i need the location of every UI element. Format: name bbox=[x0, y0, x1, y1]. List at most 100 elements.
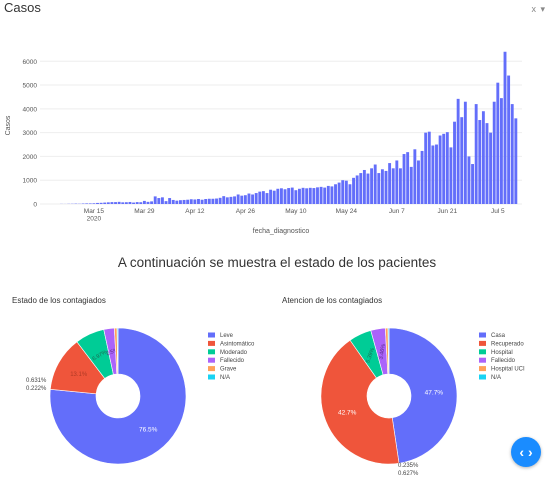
bar[interactable] bbox=[247, 193, 251, 204]
bar[interactable] bbox=[485, 123, 489, 204]
bar[interactable] bbox=[243, 195, 247, 204]
legend-label[interactable]: N/A bbox=[491, 375, 501, 381]
bar[interactable] bbox=[301, 187, 305, 204]
bar[interactable] bbox=[492, 101, 496, 204]
bar[interactable] bbox=[153, 196, 157, 204]
bar[interactable] bbox=[481, 111, 485, 204]
legend-label[interactable]: Moderado bbox=[220, 350, 248, 356]
bar[interactable] bbox=[229, 196, 233, 204]
legend-label[interactable]: N/A bbox=[220, 375, 230, 381]
bar[interactable] bbox=[236, 194, 240, 204]
bar[interactable] bbox=[435, 144, 438, 204]
bar[interactable] bbox=[424, 132, 428, 204]
legend-label[interactable]: Casa bbox=[491, 333, 506, 339]
bar[interactable] bbox=[251, 194, 255, 204]
bar[interactable] bbox=[157, 198, 161, 204]
bar[interactable] bbox=[197, 199, 200, 204]
bar[interactable] bbox=[193, 199, 197, 204]
bar[interactable] bbox=[478, 120, 482, 204]
pie-slice[interactable] bbox=[388, 327, 458, 464]
bar[interactable] bbox=[384, 170, 388, 204]
bar[interactable] bbox=[442, 133, 446, 204]
bar[interactable] bbox=[85, 203, 89, 204]
bar[interactable] bbox=[106, 202, 110, 204]
bar[interactable] bbox=[323, 187, 327, 204]
bar[interactable] bbox=[453, 121, 456, 204]
pie-slice[interactable] bbox=[387, 327, 390, 375]
bar[interactable] bbox=[431, 145, 435, 204]
bar[interactable] bbox=[287, 188, 291, 204]
bar[interactable] bbox=[117, 201, 121, 204]
bar[interactable] bbox=[265, 193, 269, 204]
bar[interactable] bbox=[380, 169, 384, 204]
legend-swatch[interactable] bbox=[208, 332, 215, 338]
bar[interactable] bbox=[269, 189, 273, 204]
bar[interactable] bbox=[96, 202, 99, 204]
bar[interactable] bbox=[445, 132, 449, 204]
legend-swatch[interactable] bbox=[208, 374, 215, 380]
legend-label[interactable]: Hospital UCI bbox=[491, 367, 525, 373]
bar[interactable] bbox=[406, 152, 410, 204]
bar[interactable] bbox=[99, 202, 103, 204]
legend-swatch[interactable] bbox=[479, 357, 486, 363]
bar[interactable] bbox=[319, 186, 323, 204]
legend-label[interactable]: Fallecido bbox=[491, 358, 516, 364]
bar[interactable] bbox=[348, 184, 352, 204]
bar[interactable] bbox=[218, 197, 222, 204]
bar[interactable] bbox=[92, 203, 96, 204]
bar[interactable] bbox=[305, 188, 309, 204]
bar[interactable] bbox=[312, 188, 316, 204]
bar[interactable] bbox=[233, 196, 236, 204]
bar[interactable] bbox=[334, 184, 337, 204]
legend-label[interactable]: Hospital bbox=[491, 350, 513, 356]
bar[interactable] bbox=[279, 188, 283, 204]
pie-slice[interactable] bbox=[49, 327, 187, 465]
pie-slice[interactable] bbox=[320, 339, 400, 465]
bar[interactable] bbox=[88, 203, 92, 204]
bar[interactable] bbox=[514, 118, 518, 204]
bar[interactable] bbox=[215, 198, 218, 204]
bar[interactable] bbox=[398, 168, 402, 204]
bar[interactable] bbox=[438, 135, 442, 204]
bar[interactable] bbox=[135, 202, 139, 204]
bar[interactable] bbox=[420, 150, 424, 204]
bar[interactable] bbox=[171, 199, 175, 204]
pie-slice[interactable] bbox=[116, 327, 119, 375]
bar[interactable] bbox=[377, 173, 381, 204]
bar[interactable] bbox=[204, 199, 208, 204]
bar[interactable] bbox=[146, 201, 150, 204]
bar[interactable] bbox=[496, 82, 500, 204]
bar[interactable] bbox=[222, 196, 226, 204]
bar[interactable] bbox=[110, 202, 114, 204]
bar[interactable] bbox=[139, 202, 143, 204]
bar[interactable] bbox=[417, 160, 420, 204]
bar[interactable] bbox=[402, 154, 406, 204]
bar[interactable] bbox=[463, 101, 467, 204]
legend-swatch[interactable] bbox=[479, 349, 486, 355]
bar[interactable] bbox=[471, 164, 475, 204]
bar[interactable] bbox=[326, 185, 330, 204]
bar[interactable] bbox=[391, 168, 395, 204]
legend-label[interactable]: Recuperado bbox=[491, 341, 524, 347]
bar[interactable] bbox=[175, 200, 179, 204]
bar[interactable] bbox=[395, 160, 399, 204]
legend-label[interactable]: Leve bbox=[220, 333, 234, 339]
bar[interactable] bbox=[261, 191, 265, 204]
legend-swatch[interactable] bbox=[479, 374, 486, 380]
bar[interactable] bbox=[427, 131, 431, 204]
code-toggle-button[interactable]: ‹ › bbox=[511, 437, 541, 467]
bar[interactable] bbox=[290, 187, 294, 204]
bar[interactable] bbox=[474, 104, 478, 204]
bar[interactable] bbox=[164, 201, 168, 204]
bar[interactable] bbox=[316, 187, 319, 204]
bar[interactable] bbox=[503, 51, 507, 205]
bar[interactable] bbox=[254, 193, 258, 204]
legend-swatch[interactable] bbox=[208, 357, 215, 363]
bar[interactable] bbox=[467, 156, 471, 204]
bar[interactable] bbox=[352, 177, 355, 204]
bar[interactable] bbox=[409, 166, 413, 204]
bar[interactable] bbox=[272, 190, 276, 204]
legend-swatch[interactable] bbox=[479, 340, 486, 346]
bar[interactable] bbox=[510, 104, 514, 204]
bar[interactable] bbox=[359, 173, 363, 204]
